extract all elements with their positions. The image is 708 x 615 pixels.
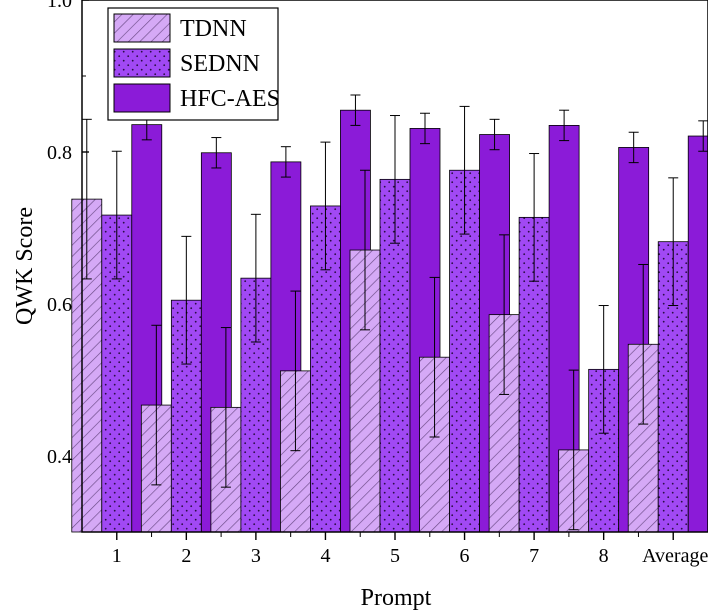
x-tick-label: 3: [251, 545, 261, 567]
legend-label-tdnn: TDNN: [180, 16, 247, 42]
x-tick-label: 7: [529, 545, 539, 567]
legend: TDNN SEDNN HFC-AES: [107, 7, 280, 121]
x-tick-label: 8: [599, 545, 609, 567]
legend-swatch-hfc-aes: [113, 83, 171, 113]
x-tick-label: 5: [390, 545, 400, 567]
legend-label-hfc-aes: HFC-AES: [180, 86, 280, 112]
y-tick-label: 0.8: [47, 142, 72, 164]
bar-hfc-aes-average: [687, 135, 708, 533]
x-tick-label: 6: [460, 545, 470, 567]
legend-swatch-tdnn: [113, 13, 171, 43]
y-axis-label: QWK Score: [12, 207, 38, 325]
plot-frame: [81, 0, 708, 533]
y-tick-label: 0.6: [47, 294, 72, 316]
x-tick-label: 1: [112, 545, 122, 567]
x-tick-label: Average: [642, 545, 708, 567]
x-axis-label: Prompt: [361, 585, 432, 611]
y-tick-label: 0.4: [47, 446, 72, 468]
y-tick-label: 1.0: [47, 0, 72, 12]
x-tick-label: 4: [320, 545, 330, 567]
legend-label-sednn: SEDNN: [180, 51, 260, 77]
legend-swatch-sednn: [113, 48, 171, 78]
plot-area: 0.4 0.6 0.8 1.0 1 2 3 4 5 6 7 8 Average: [47, 0, 708, 567]
x-tick-label: 2: [181, 545, 191, 567]
